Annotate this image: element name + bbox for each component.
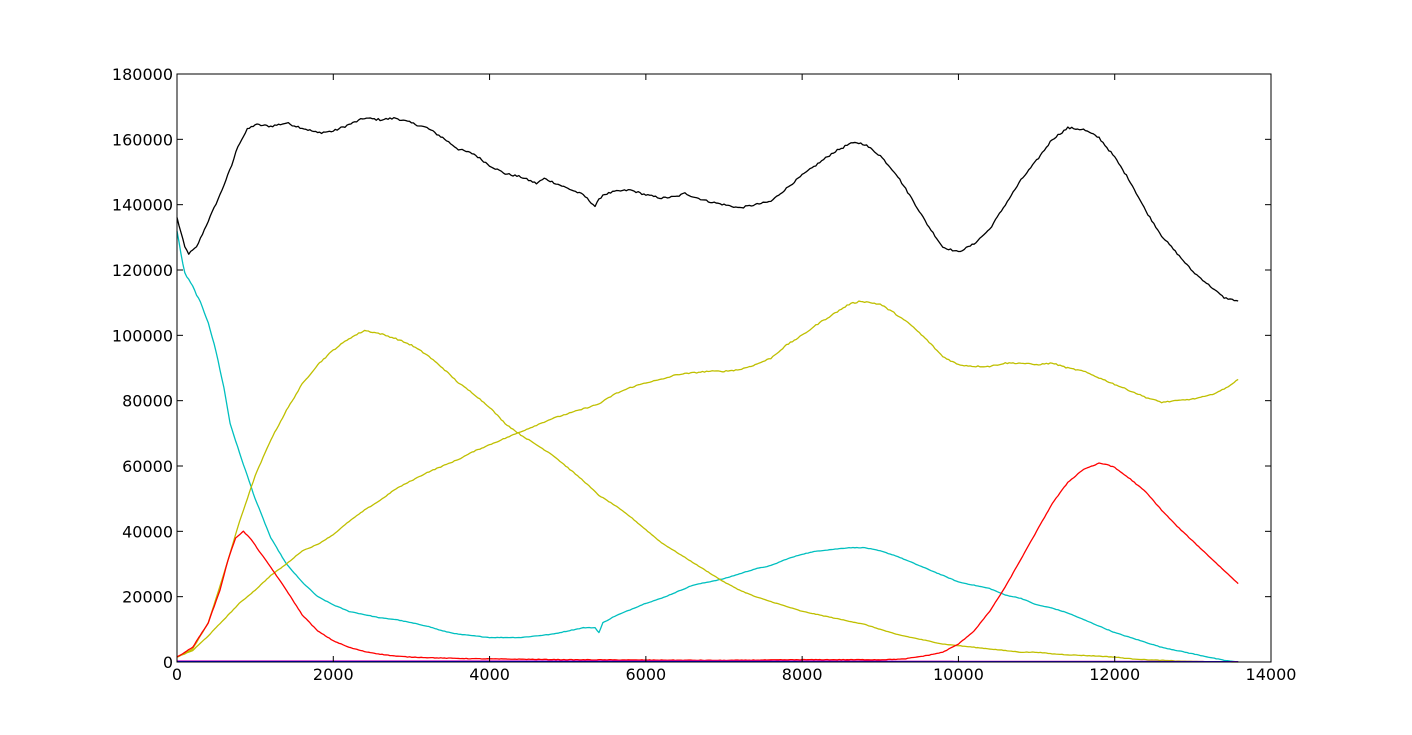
y-tick-label: 100000 [112,326,173,345]
x-tick-label: 0 [172,665,182,684]
y-tick-label: 20000 [122,588,173,607]
plot-frame [176,73,1272,663]
x-tick-label: 4000 [469,665,510,684]
x-tick-label: 12000 [1089,665,1140,684]
series-line-2 [176,230,1239,663]
series-line-4 [176,300,1239,658]
x-tick-label: 14000 [1246,665,1297,684]
x-tick-label: 8000 [782,665,823,684]
y-tick-label: 80000 [122,392,173,411]
x-tick-label: 6000 [625,665,666,684]
x-tick-label: 10000 [933,665,984,684]
x-tick-label: 2000 [313,665,354,684]
series-line-1 [176,116,1239,302]
series-line-3 [176,329,1239,663]
y-tick-label: 0 [163,653,173,672]
y-tick-label: 60000 [122,457,173,476]
axis-ticks: 0 2000 4000 6000 8000 10000 12000 1400002000040… [112,65,1297,684]
y-tick-label: 140000 [112,196,173,215]
y-tick-label: 160000 [112,130,173,149]
y-tick-label: 40000 [122,522,173,541]
series-line-5 [176,462,1239,662]
y-tick-label: 180000 [112,65,173,84]
y-tick-label: 120000 [112,261,173,280]
